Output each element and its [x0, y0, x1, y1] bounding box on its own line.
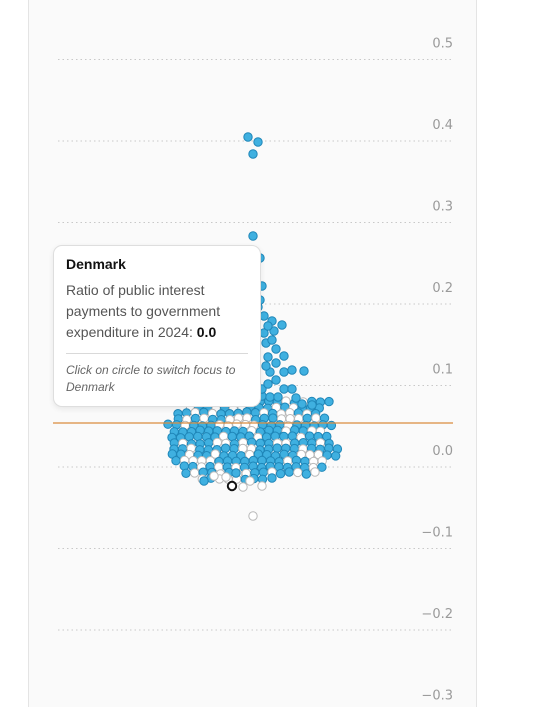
country-point[interactable]	[253, 137, 263, 147]
y-tick-label: 0.0	[432, 444, 453, 459]
country-point[interactable]	[243, 132, 253, 142]
country-point[interactable]	[311, 413, 321, 423]
y-tick-label: −0.1	[421, 526, 453, 541]
tooltip-text: Ratio of public interest payments to gov…	[66, 280, 248, 343]
country-point[interactable]	[268, 413, 278, 423]
country-point[interactable]	[279, 367, 289, 377]
country-point[interactable]	[277, 320, 287, 330]
country-point[interactable]	[293, 467, 303, 478]
country-point[interactable]	[199, 413, 209, 423]
y-tick-label: 0.3	[432, 200, 453, 215]
y-tick-label: 0.2	[432, 281, 453, 296]
y-tick-label: −0.3	[421, 689, 453, 704]
country-point[interactable]	[324, 396, 334, 407]
country-point[interactable]	[301, 469, 312, 479]
country-point[interactable]	[231, 468, 241, 478]
country-point[interactable]	[273, 392, 283, 402]
tooltip-divider	[66, 353, 248, 354]
country-point[interactable]	[245, 476, 255, 486]
country-point[interactable]	[261, 361, 271, 371]
country-point[interactable]	[267, 335, 277, 345]
country-point[interactable]	[257, 481, 267, 491]
y-gridlines	[58, 59, 453, 631]
country-point[interactable]	[279, 384, 289, 394]
country-point[interactable]	[272, 443, 282, 453]
country-point[interactable]	[317, 462, 327, 472]
country-point[interactable]	[210, 449, 221, 459]
country-point[interactable]	[299, 366, 309, 376]
focus-country-point[interactable]	[226, 480, 238, 492]
country-point[interactable]	[263, 352, 273, 362]
country-point[interactable]	[248, 149, 258, 159]
tooltip-description: Ratio of public interest payments to gov…	[66, 282, 221, 340]
country-point[interactable]	[220, 443, 231, 453]
country-point[interactable]	[221, 472, 231, 482]
country-point[interactable]	[263, 379, 273, 389]
country-point[interactable]	[189, 468, 200, 478]
country-point[interactable]	[267, 473, 277, 483]
y-tick-label: 0.5	[432, 37, 453, 52]
country-point[interactable]	[181, 468, 191, 478]
country-point[interactable]	[284, 467, 294, 477]
country-point[interactable]	[263, 321, 273, 331]
country-point[interactable]	[275, 469, 286, 479]
country-point[interactable]	[259, 311, 269, 321]
country-point[interactable]	[307, 400, 317, 410]
country-point[interactable]	[291, 393, 301, 403]
country-point[interactable]	[199, 476, 209, 486]
tooltip-title: Denmark	[66, 256, 126, 272]
country-point[interactable]	[171, 456, 181, 466]
y-tick-label: 0.1	[432, 363, 453, 378]
country-point[interactable]	[271, 358, 281, 368]
country-point[interactable]	[297, 399, 307, 409]
country-point[interactable]	[248, 511, 258, 521]
country-point[interactable]	[265, 392, 275, 402]
y-tick-label: 0.4	[432, 118, 453, 133]
country-point[interactable]	[271, 375, 281, 385]
country-point[interactable]	[331, 451, 341, 461]
country-point[interactable]	[279, 351, 289, 361]
country-point[interactable]	[269, 326, 279, 336]
country-point[interactable]	[287, 384, 297, 394]
country-point[interactable]	[287, 365, 297, 375]
country-point[interactable]	[271, 344, 281, 354]
tooltip: Denmark Ratio of public interest payment…	[53, 245, 261, 407]
country-point[interactable]	[310, 467, 320, 477]
country-point[interactable]	[238, 482, 248, 492]
y-tick-label: −0.2	[421, 607, 453, 622]
country-point[interactable]	[163, 419, 173, 429]
country-point[interactable]	[248, 231, 258, 241]
tooltip-value: 0.0	[196, 324, 217, 340]
y-tick-labels: 0.5 0.4 0.3 0.2 0.1 0.0 −0.1 −0.2 −0.3	[421, 37, 453, 704]
tooltip-hint: Click on circle to switch focus to Denma…	[66, 363, 236, 394]
country-point[interactable]	[209, 471, 219, 481]
